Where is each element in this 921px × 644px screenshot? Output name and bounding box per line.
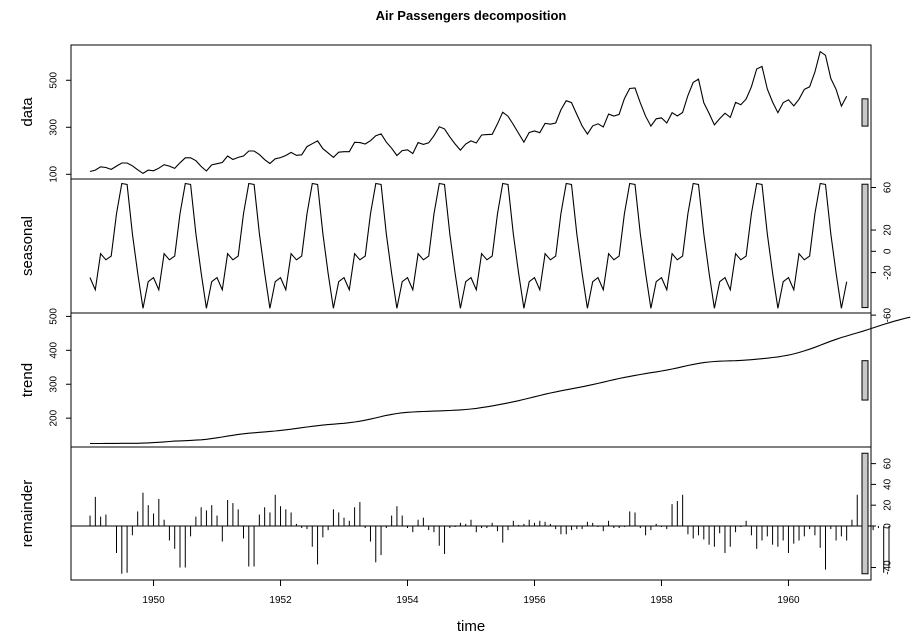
y-tick-label-remainder: 60 [883, 458, 894, 470]
y-tick-label-remainder: 0 [883, 523, 894, 529]
y-tick-label-trend: 300 [49, 375, 60, 392]
panel-seasonal: -60 -20 0 20 60 seasonal [19, 178, 894, 322]
y-axis-label-data: data [19, 97, 36, 127]
range-bar-seasonal [861, 183, 869, 309]
x-axis: 1950 1952 1954 1956 1958 1960 [142, 580, 800, 606]
range-bar-data [861, 98, 869, 127]
series-line-seasonal [89, 182, 848, 309]
x-axis-label: time [457, 618, 485, 635]
y-tick-label-seasonal: -60 [883, 307, 894, 322]
y-tick-label-seasonal: 0 [883, 248, 894, 254]
y-axis-label-trend: trend [19, 363, 36, 397]
panel-trend: 200 300 400 500 trend [19, 308, 911, 448]
x-tick-label: 1958 [650, 595, 673, 606]
y-tick-label-data: 300 [49, 119, 60, 136]
x-tick-label: 1952 [269, 595, 292, 606]
x-tick-label: 1954 [396, 595, 419, 606]
y-tick-label-data: 500 [49, 71, 60, 88]
y-tick-label-trend: 500 [49, 308, 60, 325]
y-tick-label-remainder: -40 [883, 560, 894, 575]
x-tick-label: 1956 [523, 595, 546, 606]
x-tick-label: 1960 [777, 595, 800, 606]
y-tick-label-data: 100 [49, 166, 60, 183]
y-tick-label-seasonal: 60 [883, 182, 894, 194]
y-tick-label-seasonal: -20 [883, 265, 894, 280]
panel-frame-data [70, 44, 872, 180]
y-tick-label-trend: 400 [49, 342, 60, 359]
range-bar-remainder [861, 452, 869, 575]
series-line-trend [90, 316, 911, 445]
x-tick-label: 1950 [142, 595, 165, 606]
decomposition-panels: 100300500data-60-2002060seasonal20030040… [19, 44, 911, 581]
panel-remainder: -40 0 20 40 60 remainder [19, 446, 894, 581]
y-axis-label-seasonal: seasonal [19, 216, 36, 276]
panel-frame-remainder [70, 446, 872, 581]
range-bar-trend [861, 360, 869, 401]
y-tick-label-seasonal: 20 [883, 224, 894, 236]
y-tick-label-remainder: 20 [883, 499, 894, 511]
y-tick-label-trend: 200 [49, 409, 60, 426]
panel-frame-seasonal [70, 178, 872, 314]
y-axis-label-remainder: remainder [19, 480, 36, 548]
series-line-data [89, 50, 848, 175]
panel-frame-trend [70, 312, 872, 448]
panel-data: 100 300 500 data [19, 44, 872, 183]
chart-title: Air Passengers decomposition [376, 8, 567, 23]
y-tick-label-remainder: 40 [883, 478, 894, 490]
